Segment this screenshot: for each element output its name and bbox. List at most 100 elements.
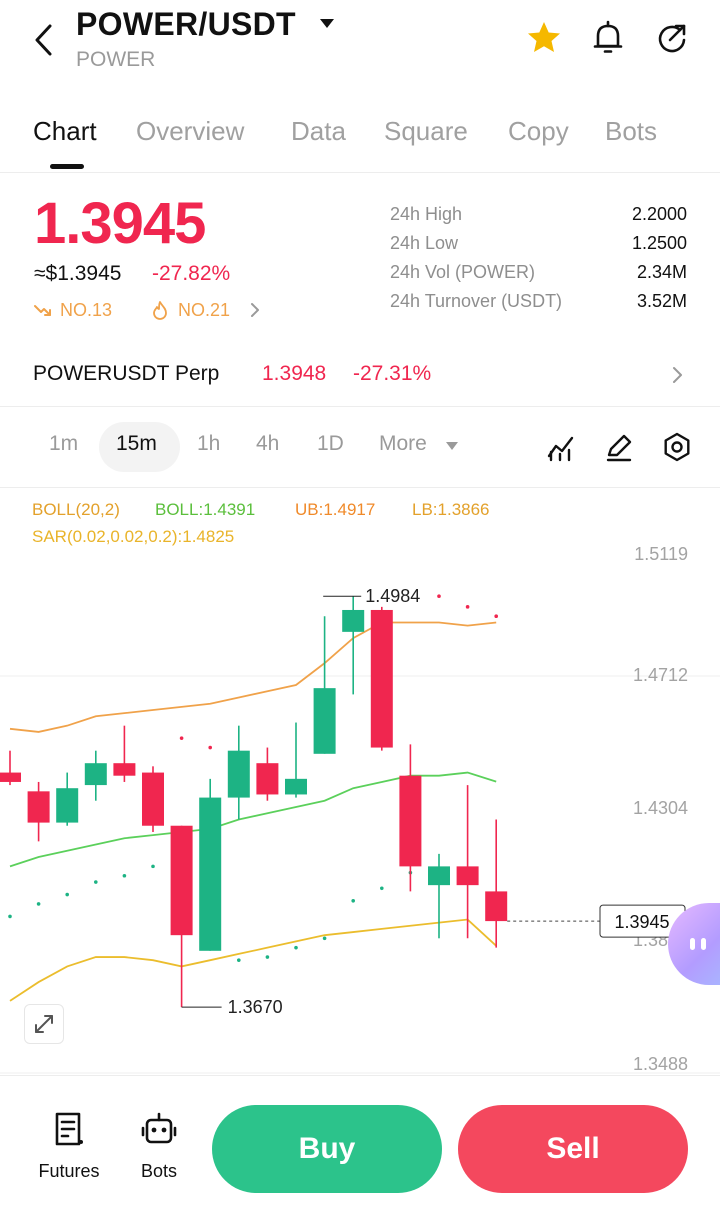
interval-selected-pill xyxy=(99,422,180,472)
rank-badge-1[interactable]: NO.13 xyxy=(60,300,113,320)
chevron-right-icon[interactable] xyxy=(248,302,262,318)
interval-15m[interactable]: 15m xyxy=(116,432,157,455)
buy-button[interactable]: Buy xyxy=(212,1105,442,1193)
y-tick: 1.3488 xyxy=(633,1054,688,1074)
sar-dot xyxy=(179,736,184,740)
star-icon[interactable] xyxy=(524,18,564,58)
interval-4h[interactable]: 4h xyxy=(256,432,280,455)
last-price: 1.3945 xyxy=(34,191,206,256)
bell-icon[interactable] xyxy=(588,18,628,58)
candle-body xyxy=(227,750,250,798)
boll-lower-line xyxy=(9,918,497,1002)
candle-body xyxy=(485,891,508,922)
interval-more[interactable]: More xyxy=(379,432,427,455)
sar-dot xyxy=(151,864,155,869)
sar-dot xyxy=(351,898,356,903)
stat-value-low: 1.2500 xyxy=(631,233,687,253)
expand-icon xyxy=(35,1015,53,1033)
candle-body xyxy=(142,772,164,826)
divider xyxy=(0,172,720,173)
fullscreen-button[interactable] xyxy=(24,1004,64,1044)
tab-square[interactable]: Square xyxy=(384,116,468,146)
bots-nav[interactable]: Bots xyxy=(116,1110,202,1182)
interval-1d[interactable]: 1D xyxy=(317,432,344,455)
interval-1m[interactable]: 1m xyxy=(49,432,79,455)
sar-dot xyxy=(494,614,499,619)
usd-value: ≈$1.3945 xyxy=(34,262,122,285)
tab-active-indicator xyxy=(50,164,84,169)
sar-dot xyxy=(465,605,470,609)
caret-down-icon[interactable] xyxy=(445,440,459,452)
candle-body xyxy=(199,797,222,951)
candle-body xyxy=(0,772,21,782)
candle-body xyxy=(256,763,279,795)
sar-dot xyxy=(437,594,441,599)
high-marker-label: 1.4984 xyxy=(365,586,420,606)
chevron-right-icon[interactable] xyxy=(668,364,688,386)
fire-icon xyxy=(153,301,167,320)
candle-body xyxy=(313,688,336,754)
interval-1h[interactable]: 1h xyxy=(197,432,221,455)
settings-icon[interactable] xyxy=(660,430,694,464)
pair-title[interactable]: POWER/USDT xyxy=(76,6,296,42)
boll-label: BOLL(20,2) xyxy=(32,500,120,519)
candle-body xyxy=(342,609,365,632)
boll-lb-value: LB:1.3866 xyxy=(412,500,490,519)
back-icon[interactable] xyxy=(28,20,60,60)
tab-chart[interactable]: Chart xyxy=(33,116,97,146)
coin-name: POWER xyxy=(76,48,156,71)
futures-label: Futures xyxy=(38,1161,100,1181)
tab-data[interactable]: Data xyxy=(291,116,346,146)
boll-mid-value: BOLL:1.4391 xyxy=(155,500,256,519)
candle-body xyxy=(456,866,479,886)
floating-assistant-button[interactable] xyxy=(668,903,720,985)
divider xyxy=(0,406,720,407)
y-tick: 1.4304 xyxy=(633,798,688,818)
stat-label-vol: 24h Vol (POWER) xyxy=(390,262,536,282)
assistant-icon xyxy=(690,938,706,950)
sar-label: SAR(0.02,0.02,0.2):1.4825 xyxy=(32,527,235,546)
futures-nav[interactable]: Futures xyxy=(26,1110,112,1182)
tab-bots[interactable]: Bots xyxy=(605,116,658,146)
sar-dot xyxy=(265,955,270,959)
y-tick: 1.5119 xyxy=(634,544,688,564)
chevron-down-icon[interactable] xyxy=(318,16,336,30)
stat-value-turnover: 3.52M xyxy=(636,291,687,311)
draw-pencil-icon[interactable] xyxy=(602,430,636,464)
tab-bar: Chart Overview Data Square Copy Bots xyxy=(0,108,720,168)
y-tick: 1.4712 xyxy=(633,665,688,685)
futures-doc-icon xyxy=(55,1112,83,1146)
current-price-tag-label: 1.3945 xyxy=(614,912,669,932)
sar-dot xyxy=(294,945,298,950)
sell-button[interactable]: Sell xyxy=(458,1105,688,1193)
stat-label-high: 24h High xyxy=(390,204,463,224)
candle-body xyxy=(113,763,136,776)
boll-mid-line xyxy=(9,771,497,868)
stat-value-high: 2.2000 xyxy=(631,204,687,224)
boll-upper-line xyxy=(9,621,497,733)
stat-label-low: 24h Low xyxy=(390,233,459,253)
candle-body xyxy=(399,775,422,867)
candle-body xyxy=(56,788,79,823)
tab-overview[interactable]: Overview xyxy=(136,116,245,146)
sar-dot xyxy=(208,745,212,750)
indicator-icon[interactable] xyxy=(544,430,578,464)
candle-body xyxy=(428,866,450,886)
perp-link[interactable]: POWERUSDT Perp xyxy=(33,362,220,385)
divider xyxy=(0,487,720,488)
candle-body xyxy=(27,791,50,823)
rank-badge-2[interactable]: NO.21 xyxy=(178,300,231,320)
robot-icon xyxy=(141,1112,177,1144)
bots-label: Bots xyxy=(140,1161,178,1181)
candle-body xyxy=(370,609,393,748)
sar-dot xyxy=(322,936,327,941)
candlestick-chart[interactable]: 1.5119 1.4712 1.4304 1.3896 1.3488 1.498… xyxy=(0,540,720,1080)
sar-dot xyxy=(122,873,127,878)
boll-ub-value: UB:1.4917 xyxy=(295,500,376,519)
sar-dot xyxy=(94,880,98,884)
perp-price: 1.3948 xyxy=(262,362,327,385)
sar-dot xyxy=(8,914,12,919)
sar-dot xyxy=(36,902,41,906)
tab-copy[interactable]: Copy xyxy=(508,116,569,146)
share-icon[interactable] xyxy=(652,18,692,58)
